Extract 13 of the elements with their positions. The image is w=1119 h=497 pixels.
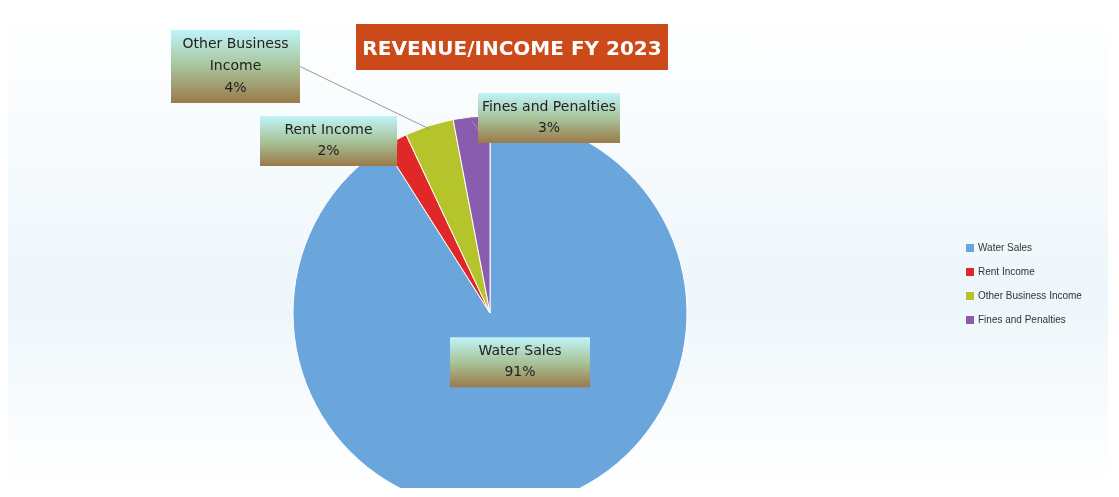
data-label: 3% bbox=[537, 119, 561, 135]
category-label: Water Sales bbox=[978, 242, 1033, 253]
data-label: 2% bbox=[317, 142, 340, 158]
legend-label: Other Business Income bbox=[978, 290, 1083, 301]
slice-label: Rent Income bbox=[284, 121, 373, 137]
slice-label: Water Sales bbox=[478, 342, 562, 359]
slice-label: Fines and Penalties bbox=[481, 98, 617, 114]
chart-title: REVENUE/INCOME FY 2023 bbox=[362, 36, 662, 60]
data-label: 91% bbox=[504, 363, 536, 380]
legend-label: Fines and Penalties bbox=[978, 314, 1066, 325]
slice-label: Other Business Income bbox=[182, 35, 289, 73]
data-label: 4% bbox=[224, 79, 247, 95]
legend-label: Rent Income bbox=[978, 266, 1036, 277]
